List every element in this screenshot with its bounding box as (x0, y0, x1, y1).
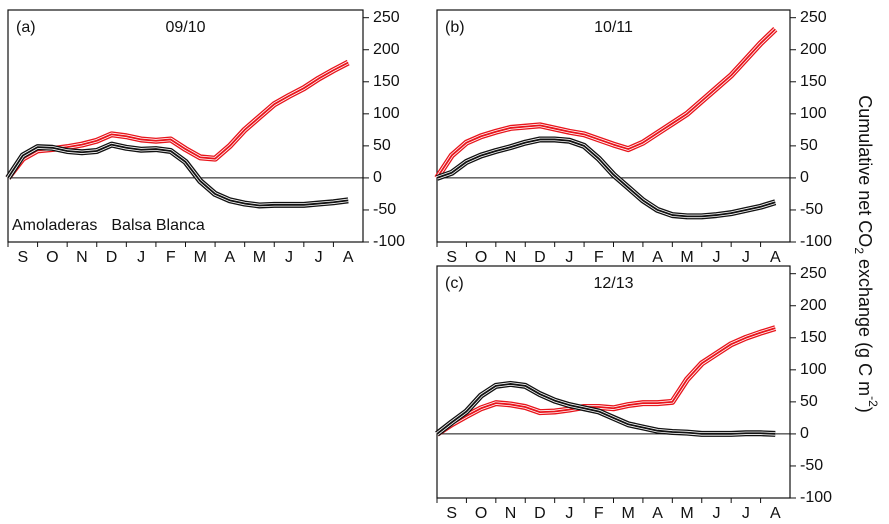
x-tick-label: A (652, 249, 663, 266)
x-tick-label: M (680, 505, 693, 522)
y-tick-label: -100 (800, 489, 832, 506)
y-tick-label: 200 (800, 297, 827, 314)
y-tick-label: 100 (373, 105, 400, 122)
y-tick-label: 200 (800, 41, 827, 58)
x-tick-label: M (194, 249, 207, 266)
x-tick-label: A (225, 249, 236, 266)
x-tick-label: J (742, 249, 750, 266)
y-tick-label: 250 (373, 9, 400, 26)
y-label-part: exchange (g C m (855, 254, 875, 396)
series-line (436, 28, 776, 179)
x-tick-label: N (505, 249, 517, 266)
y-tick-label: 250 (800, 265, 827, 282)
x-tick-label: D (534, 249, 546, 266)
x-tick-label: N (505, 505, 517, 522)
x-tick-label: D (106, 249, 118, 266)
y-label-sub: 2 (852, 247, 866, 254)
x-tick-label: S (446, 505, 457, 522)
x-tick-label: O (475, 249, 487, 266)
x-tick-label: O (475, 505, 487, 522)
plot-frame (436, 265, 791, 499)
x-tick-label: M (622, 505, 635, 522)
y-tick-label: 100 (800, 105, 827, 122)
y-tick-label: 150 (373, 73, 400, 90)
x-tick-label: J (712, 505, 720, 522)
x-tick-label: M (680, 249, 693, 266)
x-tick-label: D (534, 505, 546, 522)
x-tick-label: A (652, 505, 663, 522)
panel-title: 12/13 (593, 275, 633, 292)
x-tick-label: A (343, 249, 354, 266)
panel-label: (c) (445, 275, 464, 292)
y-tick-label: 100 (800, 361, 827, 378)
x-tick-label: F (594, 249, 604, 266)
y-tick-label: -50 (373, 201, 396, 218)
series-line (436, 383, 776, 435)
y-tick-label: 250 (800, 9, 827, 26)
x-tick-label: A (770, 249, 781, 266)
series-line (7, 61, 349, 179)
x-tick-label: J (315, 249, 323, 266)
x-tick-label: J (137, 249, 145, 266)
y-tick-label: 50 (800, 137, 818, 154)
y-tick-label: 0 (800, 425, 809, 442)
y-tick-label: 50 (373, 137, 391, 154)
series-band (5, 141, 349, 209)
x-tick-label: A (770, 505, 781, 522)
legend-entry: Amoladeras (12, 217, 97, 234)
y-tick-label: -50 (800, 201, 823, 218)
x-tick-label: M (622, 249, 635, 266)
x-tick-label: J (742, 505, 750, 522)
series-line (436, 327, 776, 435)
x-tick-label: J (712, 249, 720, 266)
x-tick-label: J (565, 249, 573, 266)
x-tick-label: J (285, 249, 293, 266)
x-tick-label: S (446, 249, 457, 266)
y-label-sup: -2 (866, 396, 880, 407)
legend-entry: Balsa Blanca (111, 217, 204, 234)
y-label-part: Cumulative net CO (855, 95, 875, 247)
y-tick-label: -100 (373, 233, 405, 250)
plot-frame (436, 9, 791, 243)
y-axis-label: Cumulative net CO2 exchange (g C m-2) (852, 95, 880, 413)
series-line (7, 143, 349, 207)
y-tick-label: 200 (373, 41, 400, 58)
y-tick-label: 0 (800, 169, 809, 186)
y-tick-label: 50 (800, 393, 818, 410)
x-tick-label: S (17, 249, 28, 266)
series-band-inner (436, 326, 776, 436)
series-band-inner (6, 61, 349, 179)
y-tick-label: 150 (800, 329, 827, 346)
panel-title: 09/10 (165, 19, 205, 36)
y-tick-label: 150 (800, 73, 827, 90)
series-band (435, 325, 777, 437)
panel-label: (a) (16, 19, 36, 36)
y-tick-label: 0 (373, 169, 382, 186)
y-label-part: ) (855, 407, 875, 413)
y-tick-label: -50 (800, 457, 823, 474)
x-tick-label: M (253, 249, 266, 266)
x-tick-label: N (76, 249, 88, 266)
x-tick-label: J (565, 505, 573, 522)
series-band (5, 59, 350, 180)
y-tick-label: -100 (800, 233, 832, 250)
series-line (436, 138, 776, 218)
panel-title: 10/11 (594, 19, 633, 36)
x-tick-label: O (46, 249, 58, 266)
x-tick-label: F (594, 505, 604, 522)
panel-label: (b) (445, 19, 465, 36)
x-tick-label: F (166, 249, 176, 266)
